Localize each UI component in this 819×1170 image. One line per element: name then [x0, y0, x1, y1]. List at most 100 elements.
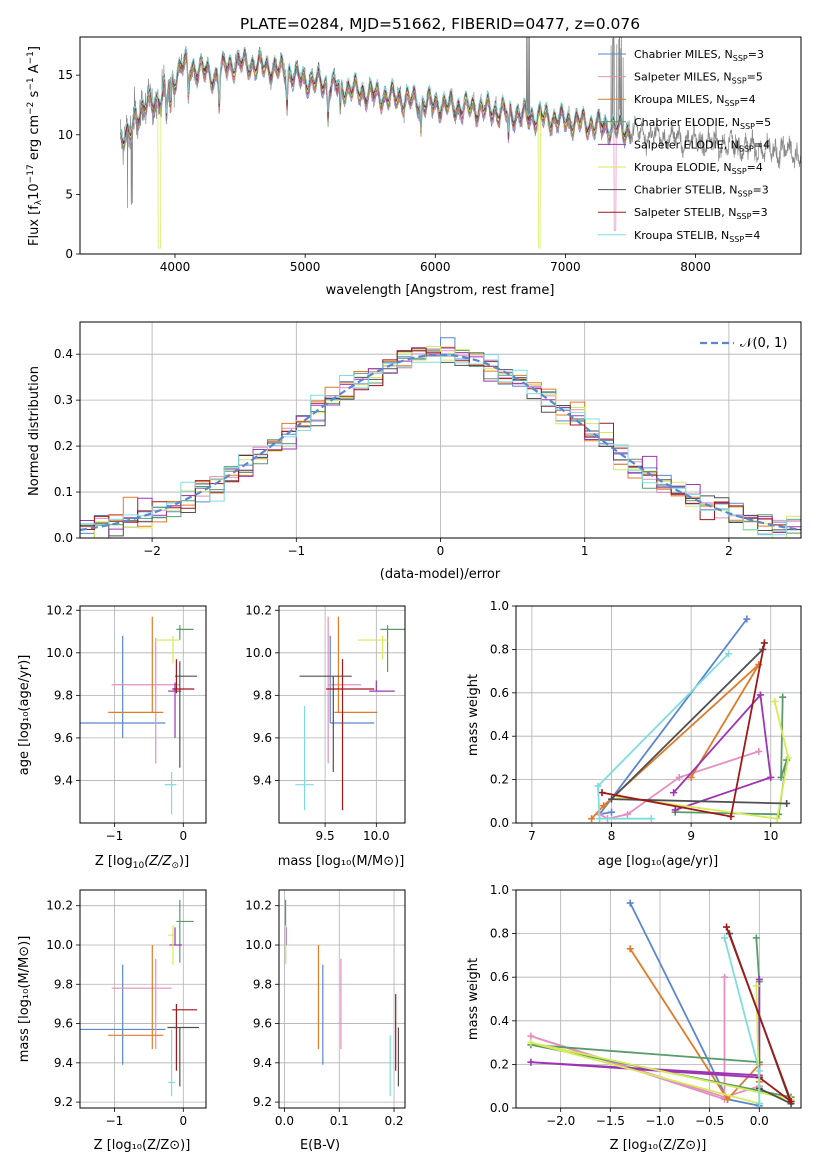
legend-entry-6: Chabrier STELIB, NSSP=3	[634, 184, 769, 199]
y-tick-label: 0.4	[490, 1014, 509, 1028]
histogram-ylabel: Normed distribution	[27, 366, 42, 496]
y-tick-label: 9.6	[253, 1017, 272, 1031]
weight-marker-1	[755, 747, 763, 755]
errorbar-point-1	[111, 637, 181, 764]
axes-frame	[79, 36, 802, 255]
y-tick-label: 10.2	[46, 899, 73, 913]
errorbar-point-1	[111, 958, 172, 1050]
y-tick-label: 9.4	[253, 1056, 272, 1070]
errorbar-point-7	[326, 659, 375, 811]
axes-frame	[79, 889, 207, 1109]
y-tick-label: 0.3	[54, 393, 73, 407]
legend-entry-0: Chabrier MILES, NSSP=3	[634, 48, 764, 63]
age-vs-mass-panel: 9.5 10.0 9.4 9.6 9.8 10.0 10.2	[245, 603, 406, 843]
legend-entry-2: Kroupa MILES, NSSP=4	[634, 93, 756, 108]
y-tick-label: 10	[58, 128, 73, 142]
weight-marker-5	[527, 1039, 535, 1047]
weight-marker-5	[752, 982, 760, 990]
errorbar-point-8	[168, 1029, 176, 1097]
mass-vs-ebv-xlabel: E(B-V)	[300, 1138, 340, 1153]
weight-vs-age-xlabel: age [log₁₀(age/yr)]	[598, 854, 719, 869]
y-tick-label: 0.0	[490, 1101, 509, 1115]
spectrum-xlabel: wavelength [Angstrom, rest frame]	[326, 283, 555, 298]
weight-marker-1	[721, 973, 729, 981]
x-tick-label: −1	[106, 829, 124, 843]
weight-marker-2	[755, 661, 763, 669]
x-tick-label: 9	[687, 829, 695, 843]
y-tick-label: 1.0	[490, 883, 509, 897]
weight-marker-0	[608, 808, 616, 816]
errorbar-point-0	[329, 635, 375, 724]
weight-marker-7	[787, 1097, 795, 1105]
axes-frame	[515, 889, 802, 1109]
y-tick-label: 0	[65, 247, 73, 261]
plot-area	[80, 616, 198, 815]
weight-line-8	[597, 653, 730, 820]
weight-marker-7	[723, 923, 731, 931]
errorbar-point-8	[164, 771, 177, 815]
errorbar-point-4	[169, 927, 182, 946]
y-tick-label: 5	[65, 187, 73, 201]
x-tick-label: 5000	[290, 260, 321, 274]
axes-frame	[278, 889, 406, 1109]
x-tick-label: 10	[763, 829, 778, 843]
mass-vs-Z-ylabel: mass [log₁₀(M/M⊙)]	[17, 936, 32, 1063]
weight-line-4	[672, 692, 772, 811]
errorbar-point-3	[380, 625, 405, 672]
y-tick-label: 0.0	[54, 531, 73, 545]
errorbar-point-3	[176, 625, 194, 641]
x-tick-label: 7	[528, 829, 536, 843]
y-tick-label: 9.6	[54, 1017, 73, 1031]
weight-marker-4	[767, 773, 775, 781]
spectrum-panel: 4000 5000 6000 7000 8000 0 5 10 15 Chabrier MILES…	[58, 36, 802, 274]
normal-curve-line	[80, 353, 801, 531]
weight-marker-8	[596, 815, 604, 823]
errorbar-point-2	[108, 616, 164, 713]
weight-line-0	[597, 618, 748, 816]
axes-frame	[278, 605, 406, 824]
model-spectrum-line-3	[119, 53, 631, 149]
weight-line-5	[619, 701, 790, 820]
y-tick-label: 9.4	[54, 773, 73, 787]
weight-marker-4	[756, 691, 764, 699]
y-tick-label: 9.8	[253, 688, 272, 702]
x-tick-label: 0.0	[750, 1114, 769, 1128]
weight-marker-7	[598, 789, 606, 797]
y-tick-label: 9.8	[54, 977, 73, 991]
spectrum-ylabel: Flux [fλ10−17 erg cm−2 s−1 A−1]	[26, 46, 44, 246]
x-tick-label: 0	[437, 544, 445, 558]
weight-marker-1	[623, 810, 631, 818]
errorbar-point-0	[80, 964, 166, 1065]
plot-area	[527, 899, 795, 1108]
errorbar-point-5	[155, 635, 180, 664]
y-tick-label: 9.6	[253, 731, 272, 745]
x-tick-label: 0	[179, 1114, 187, 1128]
y-tick-label: 0.4	[54, 347, 73, 361]
y-tick-label: 10.0	[245, 938, 272, 952]
y-tick-label: 10.0	[46, 938, 73, 952]
figure-title: PLATE=0284, MJD=51662, FIBERID=0477, z=0…	[240, 15, 640, 33]
x-tick-label: 9.5	[316, 829, 335, 843]
model-spectrum-line-2	[120, 53, 631, 150]
legend-entry-3: Chabrier ELODIE, NSSP=5	[634, 116, 771, 131]
plot-area	[119, 37, 801, 249]
y-tick-label: 10.2	[245, 603, 272, 617]
weight-marker-8	[721, 934, 729, 942]
y-tick-label: 10.0	[245, 646, 272, 660]
y-tick-label: 9.6	[54, 731, 73, 745]
y-tick-label: 0.8	[490, 642, 509, 656]
weight-line-4	[530, 979, 761, 1079]
weight-vs-Z-ylabel: mass weight	[466, 958, 481, 1040]
y-tick-label: 0.6	[490, 970, 509, 984]
y-tick-label: 10.0	[46, 646, 73, 660]
weight-vs-Z-xlabel: Z [log₁₀(Z/Z⊙)]	[610, 1138, 707, 1153]
weight-marker-0	[743, 615, 751, 623]
legend-entry-7: Salpeter STELIB, NSSP=3	[634, 206, 768, 221]
weight-marker-8	[755, 1067, 763, 1075]
weight-marker-2	[626, 945, 634, 953]
y-tick-label: 1.0	[490, 599, 509, 613]
model-spectrum-line-8	[119, 46, 631, 141]
weight-marker-5	[771, 697, 779, 705]
weight-vs-age-ylabel: mass weight	[466, 674, 481, 756]
